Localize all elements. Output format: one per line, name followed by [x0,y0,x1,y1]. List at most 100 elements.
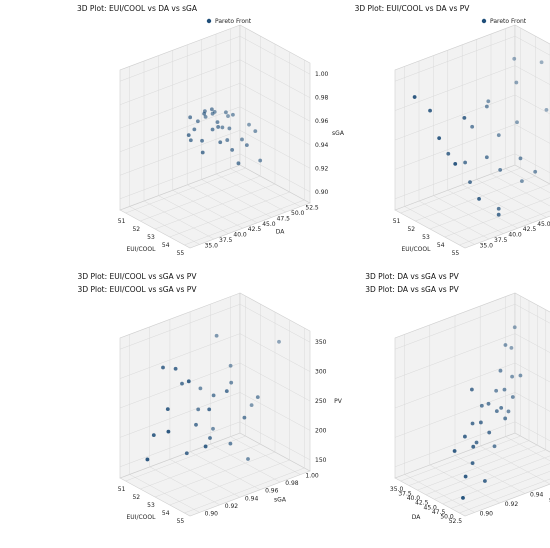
z-tick-label: 200 [315,427,327,434]
data-point [249,403,254,408]
y-gridline [158,55,229,234]
data-point [463,434,467,439]
data-point [277,339,281,344]
data-point [165,407,170,412]
data-point [468,180,472,185]
data-point [214,333,219,338]
data-point [498,168,503,172]
data-point [188,115,193,120]
x-tick-label: 54 [162,242,170,249]
data-point [228,441,233,446]
z-gridline [394,421,550,468]
z-gridline [394,65,550,111]
y-gridline [172,50,243,229]
data-point [253,129,258,133]
x-tick-label: 47.5 [432,509,446,516]
z-gridline [119,106,311,152]
y-gridline [404,334,475,513]
x-tick-label: 52 [132,494,140,501]
z-axis-label: PV [334,398,343,405]
x-axis-label: DA [412,514,422,521]
data-point [224,389,229,394]
data-point [520,179,524,184]
y-gridline [505,28,550,194]
data-point [514,80,519,85]
data-point [453,162,458,166]
y-gridline [454,315,526,494]
data-point [208,436,212,440]
y-gridline [149,326,220,506]
legend-marker [206,18,212,24]
x-gridline [459,210,550,246]
data-point [412,95,417,99]
y-tick-label: 0.92 [225,503,239,510]
data-point [231,112,235,117]
y-tick-label: 37.5 [494,237,508,244]
data-point [496,212,501,217]
x-gridline [434,455,550,500]
data-point [486,99,491,104]
x-gridline [154,44,276,230]
x-gridline [400,28,521,214]
x-gridline [450,471,550,509]
data-point [469,387,474,392]
y-axis-label: DA [276,229,286,236]
y-gridline [404,66,475,245]
data-point [173,366,178,371]
x-gridline [154,312,276,498]
data-point [502,387,507,392]
legend-label: Pareto Front [490,18,527,25]
data-point [474,440,479,445]
chart-title: 3D Plot: EUI/COOL vs sGA vs PV [78,272,198,281]
x-tick-label: 37.5 [398,491,412,498]
data-point [224,110,228,115]
z-tick-label: 0.94 [315,142,329,149]
data-point [211,393,216,398]
y-gridline [447,50,518,229]
x-gridline [442,463,550,505]
z-gridline [119,59,311,105]
data-point [244,143,249,148]
y-tick-label: 45.0 [262,221,276,228]
y-tick-label: 0.90 [205,510,219,517]
data-point [510,374,515,379]
data-point [207,407,212,412]
y-tick-label: 0.96 [265,488,279,495]
data-point [498,368,503,373]
z-axis-label: sGA [332,130,345,137]
x-tick-label: 42.5 [415,500,429,507]
x-tick-label: 54 [437,242,445,249]
x-tick-label: 50.0 [440,513,454,520]
z-gridline [394,303,550,350]
y-gridline [201,39,272,218]
data-point [151,433,156,438]
x-gridline [140,304,261,490]
y-tick-label: 40.0 [508,232,522,239]
data-point [533,169,538,174]
data-point [247,122,251,127]
x-tick-label: 55 [177,250,185,257]
data-point [503,416,508,421]
z-gridline [394,362,550,409]
x-gridline [408,300,530,486]
data-point [240,137,244,142]
y-tick-label: 52.5 [305,205,319,212]
y-tick-label: 0.90 [480,510,494,517]
z-gridline [119,421,311,468]
data-point [242,415,247,420]
z-gridline [394,35,550,82]
data-point [484,104,489,109]
data-point [470,124,475,129]
x-tick-label: 54 [162,510,170,517]
y-tick-label: 0.98 [285,480,299,487]
data-point [200,150,205,155]
x-gridline [417,305,538,491]
y-gridline [418,61,490,240]
y-tick-label: 42.5 [248,226,262,233]
data-point [145,457,150,462]
y-gridline [230,28,301,207]
x-axis-label: EUI/COOL [127,514,157,521]
data-point [200,138,204,143]
x-gridline [400,296,521,482]
